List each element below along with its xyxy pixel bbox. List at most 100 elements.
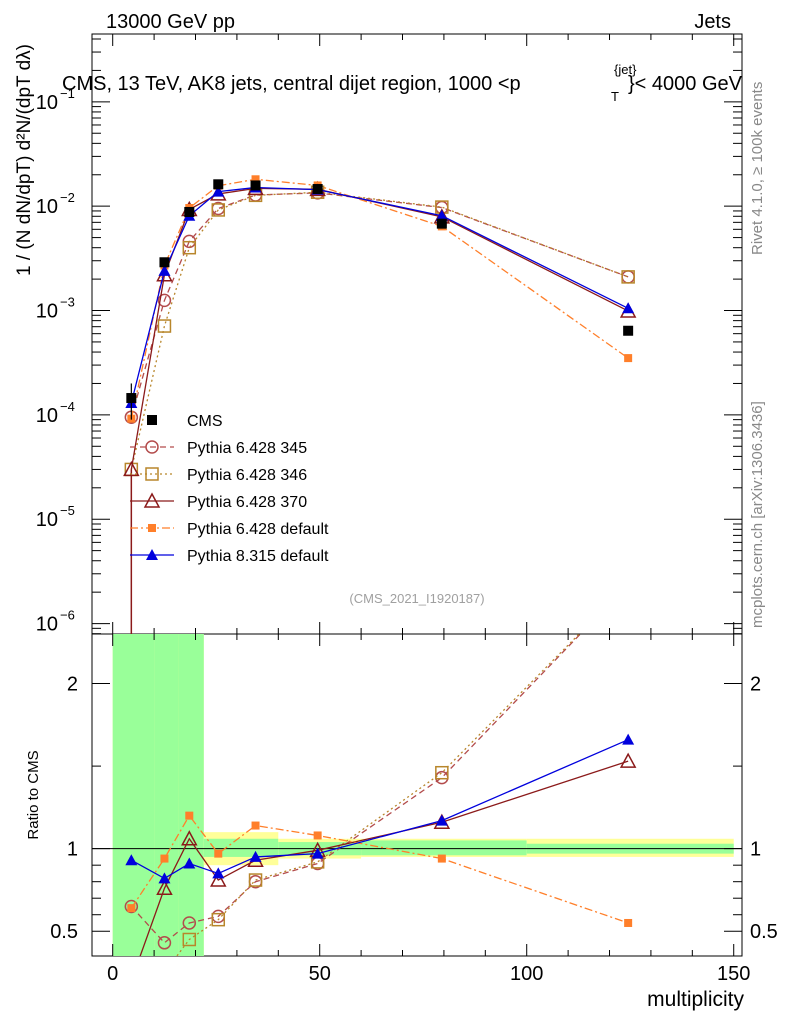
legend-label: Pythia 6.428 346 xyxy=(187,467,307,484)
plot-title-sup: {jet} xyxy=(614,62,637,77)
ratio-point-0 xyxy=(157,936,172,950)
ratio-y-tick-label-right: 2 xyxy=(750,674,761,696)
cms-data-point xyxy=(184,206,195,217)
cms-data-point xyxy=(623,325,634,336)
x-tick-label: 50 xyxy=(309,963,331,985)
x-tick-label: 150 xyxy=(717,963,750,985)
series-point-4 xyxy=(158,264,171,276)
ratio-point-3 xyxy=(437,854,446,863)
series-line-0 xyxy=(130,192,629,418)
header-process: 13000 GeV pp xyxy=(106,11,235,33)
series-line-1 xyxy=(130,191,629,470)
main-panel-frame xyxy=(91,33,743,635)
y-tick-label: 10 xyxy=(36,92,58,114)
ratio-point-4 xyxy=(435,814,448,826)
ratio-y-tick-label: 1 xyxy=(67,839,78,861)
ratio-point-2 xyxy=(124,974,138,987)
series-point-3 xyxy=(624,354,633,363)
cms-data-point xyxy=(159,257,170,268)
plot-title-sub: T xyxy=(611,89,619,104)
ratio-point-3 xyxy=(127,904,136,913)
ratio-band-inner xyxy=(112,634,155,956)
ratio-point-4 xyxy=(311,847,324,859)
ratio-y-tick-label: 0.5 xyxy=(50,921,78,943)
series-point-3 xyxy=(251,175,260,184)
ratio-line-4 xyxy=(131,739,629,880)
ratio-point-3 xyxy=(313,831,322,840)
ratio-point-0 xyxy=(435,770,449,785)
ratio-point-1 xyxy=(158,967,170,979)
ratio-point-4 xyxy=(125,854,138,866)
ratio-line-0 xyxy=(130,634,582,944)
legend-label: Pythia 6.428 345 xyxy=(187,440,307,457)
cms-data-point xyxy=(250,180,261,191)
y-tick-label: 10 xyxy=(36,196,58,218)
y-tick-exponent: −6 xyxy=(60,608,75,623)
series-point-1 xyxy=(157,319,172,333)
legend-marker xyxy=(146,549,158,560)
ratio-panel-frame xyxy=(91,633,743,957)
ratio-uncertainty-bands xyxy=(92,634,742,956)
ratio-y-axis-label: Ratio to CMS xyxy=(25,750,42,839)
legend: CMS Pythia 6.428 345 Pythia 6.428 346 Pythi… xyxy=(130,413,329,565)
x-tick-label: 0 xyxy=(107,963,118,985)
ratio-point-1 xyxy=(435,765,449,780)
ratio-band-inner xyxy=(361,840,527,856)
ratio-point-3 xyxy=(160,854,169,863)
ratio-point-1 xyxy=(622,578,634,590)
ratio-y-tick-label-right: 1 xyxy=(750,839,761,861)
ratio-panel-series xyxy=(124,578,637,987)
cms-data-point xyxy=(126,393,137,404)
legend-label: Pythia 8.315 default xyxy=(187,548,329,565)
series-point-1 xyxy=(621,270,635,284)
ratio-point-2 xyxy=(619,752,637,768)
series-point-1 xyxy=(211,203,226,217)
y-tick-exponent: −2 xyxy=(60,190,75,205)
series-point-4 xyxy=(212,185,225,197)
main-panel-series xyxy=(123,175,637,634)
cms-data-point xyxy=(436,218,447,229)
x-axis-label: multiplicity xyxy=(647,988,744,1011)
side-label-rivet: Rivet 4.1.0, ≥ 100k events xyxy=(749,82,766,255)
ratio-point-1 xyxy=(182,932,197,947)
plot-title-end: }< 4000 GeV xyxy=(628,73,743,95)
ratio-band-inner xyxy=(203,838,279,857)
ratio-point-0 xyxy=(182,916,197,930)
y-tick-label: 10 xyxy=(36,509,58,531)
y-tick-label: 10 xyxy=(36,614,58,636)
analysis-watermark: (CMS_2021_I1920187) xyxy=(349,591,484,606)
series-line-3 xyxy=(130,178,629,419)
ratio-point-3 xyxy=(185,811,194,820)
plot-title-main: CMS, 13 TeV, AK8 jets, central dijet reg… xyxy=(62,73,521,95)
cms-data-point xyxy=(213,179,224,190)
ratio-point-0 xyxy=(622,578,634,590)
data-series xyxy=(123,175,637,987)
ratio-line-1 xyxy=(176,634,581,956)
legend-marker xyxy=(148,524,156,532)
y-axis-label: 1 / (N dN/dpT) d²N/(dpT dλ) xyxy=(14,44,35,276)
y-tick-label: 10 xyxy=(36,405,58,427)
ratio-point-3 xyxy=(624,918,633,927)
ratio-line-3 xyxy=(130,814,629,924)
legend-marker-cms xyxy=(147,415,157,425)
legend-marker xyxy=(143,492,161,508)
legend-label: CMS xyxy=(187,413,223,430)
ratio-point-4 xyxy=(212,867,225,879)
header-observable: Jets xyxy=(694,11,731,33)
ratio-point-1 xyxy=(125,975,137,987)
ratio-y-tick-label: 2 xyxy=(67,674,78,696)
legend-marker xyxy=(145,467,159,481)
ratio-point-3 xyxy=(251,821,260,830)
ratio-point-1 xyxy=(211,912,226,927)
ratio-point-2 xyxy=(210,871,227,887)
y-tick-exponent: −3 xyxy=(60,295,75,310)
legend-label: Pythia 6.428 370 xyxy=(187,494,307,511)
y-tick-exponent: −5 xyxy=(60,503,75,518)
y-tick-exponent: −4 xyxy=(60,399,75,414)
ratio-point-0 xyxy=(124,899,139,914)
ratio-point-4 xyxy=(183,857,196,869)
series-point-0 xyxy=(157,293,172,308)
ratio-point-2 xyxy=(181,830,198,846)
